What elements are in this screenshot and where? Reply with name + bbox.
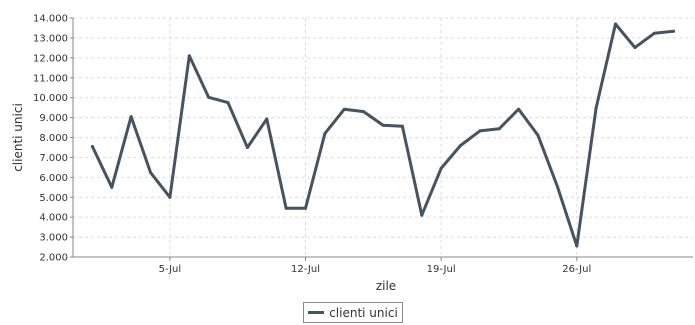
series-line-clienti-unici: [90, 22, 676, 248]
data-point: [497, 127, 501, 131]
data-point: [381, 123, 385, 127]
series-layer: [90, 22, 676, 248]
y-tick-label: 14.000: [33, 14, 68, 25]
data-point: [517, 107, 521, 111]
x-axis-ticks: 5-Jul 12-Jul 19-Jul 26-Jul: [159, 257, 591, 275]
x-tick-label: 5-Jul: [159, 264, 182, 275]
data-point: [459, 144, 462, 147]
y-tick-label: 13.000: [33, 33, 68, 44]
y-tick-label: 5.000: [39, 193, 68, 204]
data-point: [187, 54, 191, 58]
y-tick-label: 3.000: [39, 233, 68, 244]
data-point: [129, 115, 133, 119]
data-point: [207, 95, 211, 99]
data-point: [168, 195, 172, 199]
data-point: [652, 31, 656, 35]
y-tick-label: 12.000: [33, 53, 68, 64]
data-point: [575, 244, 579, 248]
chart-legend: clienti unici: [303, 302, 403, 323]
grid-lines: [73, 17, 693, 257]
x-tick-label: 12-Jul: [291, 264, 320, 275]
data-point: [594, 106, 598, 110]
data-point: [672, 29, 676, 33]
y-tick-label: 6.000: [39, 173, 68, 184]
y-axis-ticks: 2.000 3.000 4.000 5.000 6.000 7.000 8.000 9.000…: [33, 14, 73, 264]
data-point: [304, 206, 307, 210]
data-point: [439, 166, 443, 170]
data-point: [362, 110, 366, 114]
data-point: [478, 129, 482, 133]
data-point: [555, 185, 559, 188]
legend-swatch-clienti-unici: [308, 311, 325, 314]
data-point: [342, 107, 346, 111]
y-tick-label: 9.000: [39, 113, 68, 124]
y-tick-label: 7.000: [39, 153, 68, 164]
data-point: [110, 185, 114, 189]
data-point: [633, 46, 637, 49]
data-point: [226, 101, 230, 105]
x-axis-title: zile: [376, 279, 396, 293]
y-tick-label: 4.000: [39, 213, 68, 224]
data-point: [265, 117, 269, 121]
data-point: [90, 145, 94, 148]
data-point: [245, 146, 249, 149]
data-point: [614, 22, 617, 26]
y-tick-label: 8.000: [39, 133, 68, 144]
x-tick-label: 26-Jul: [562, 264, 591, 275]
data-point: [323, 132, 327, 135]
x-tick-label: 19-Jul: [427, 264, 456, 275]
y-tick-label: 2.000: [39, 253, 68, 264]
data-point: [284, 206, 288, 210]
y-tick-label: 11.000: [33, 73, 68, 84]
data-point: [536, 133, 540, 137]
legend-label-clienti-unici: clienti unici: [329, 305, 398, 320]
y-axis-title: clienti unici: [11, 103, 25, 172]
data-point: [149, 170, 152, 174]
y-tick-label: 10.000: [33, 93, 68, 104]
data-point: [400, 124, 404, 128]
data-point: [420, 213, 424, 217]
